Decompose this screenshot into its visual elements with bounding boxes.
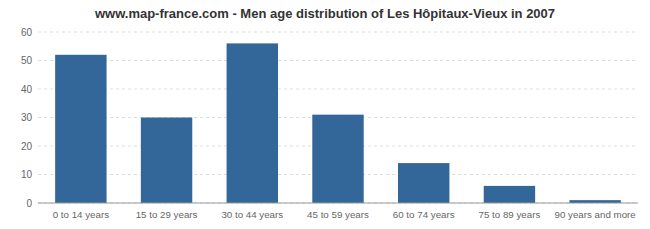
x-tick-label: 0 to 14 years bbox=[53, 209, 109, 220]
bar bbox=[484, 186, 535, 203]
x-tick-label: 30 to 44 years bbox=[221, 209, 283, 220]
bars bbox=[55, 43, 621, 203]
grid-line bbox=[38, 203, 638, 204]
x-tick-label: 45 to 59 years bbox=[307, 209, 369, 220]
grid bbox=[38, 32, 638, 203]
y-tick-label: 40 bbox=[21, 84, 33, 95]
bar bbox=[141, 118, 192, 204]
grid-line bbox=[38, 32, 638, 33]
x-tick-label: 90 years and more bbox=[554, 209, 635, 220]
grid-line bbox=[38, 89, 638, 90]
y-tick-label: 10 bbox=[21, 169, 33, 180]
title: www.map-france.com - Men age distributio… bbox=[94, 6, 555, 21]
bar bbox=[312, 115, 363, 203]
y-tick-label: 60 bbox=[21, 27, 33, 38]
y-tick-label: 20 bbox=[21, 141, 33, 152]
y-tick-label: 50 bbox=[21, 55, 33, 66]
x-tick-label: 15 to 29 years bbox=[136, 209, 198, 220]
chart: www.map-france.com - Men age distributio… bbox=[0, 0, 650, 229]
x-tick-label: 75 to 89 years bbox=[479, 209, 541, 220]
y-tick-label: 0 bbox=[26, 198, 32, 209]
x-axis-line bbox=[38, 203, 638, 204]
grid-line bbox=[38, 60, 638, 61]
x-tick-label: 60 to 74 years bbox=[393, 209, 455, 220]
bar bbox=[55, 55, 106, 203]
y-tick-label: 30 bbox=[21, 112, 33, 123]
bar bbox=[227, 43, 278, 203]
bar bbox=[398, 163, 449, 203]
